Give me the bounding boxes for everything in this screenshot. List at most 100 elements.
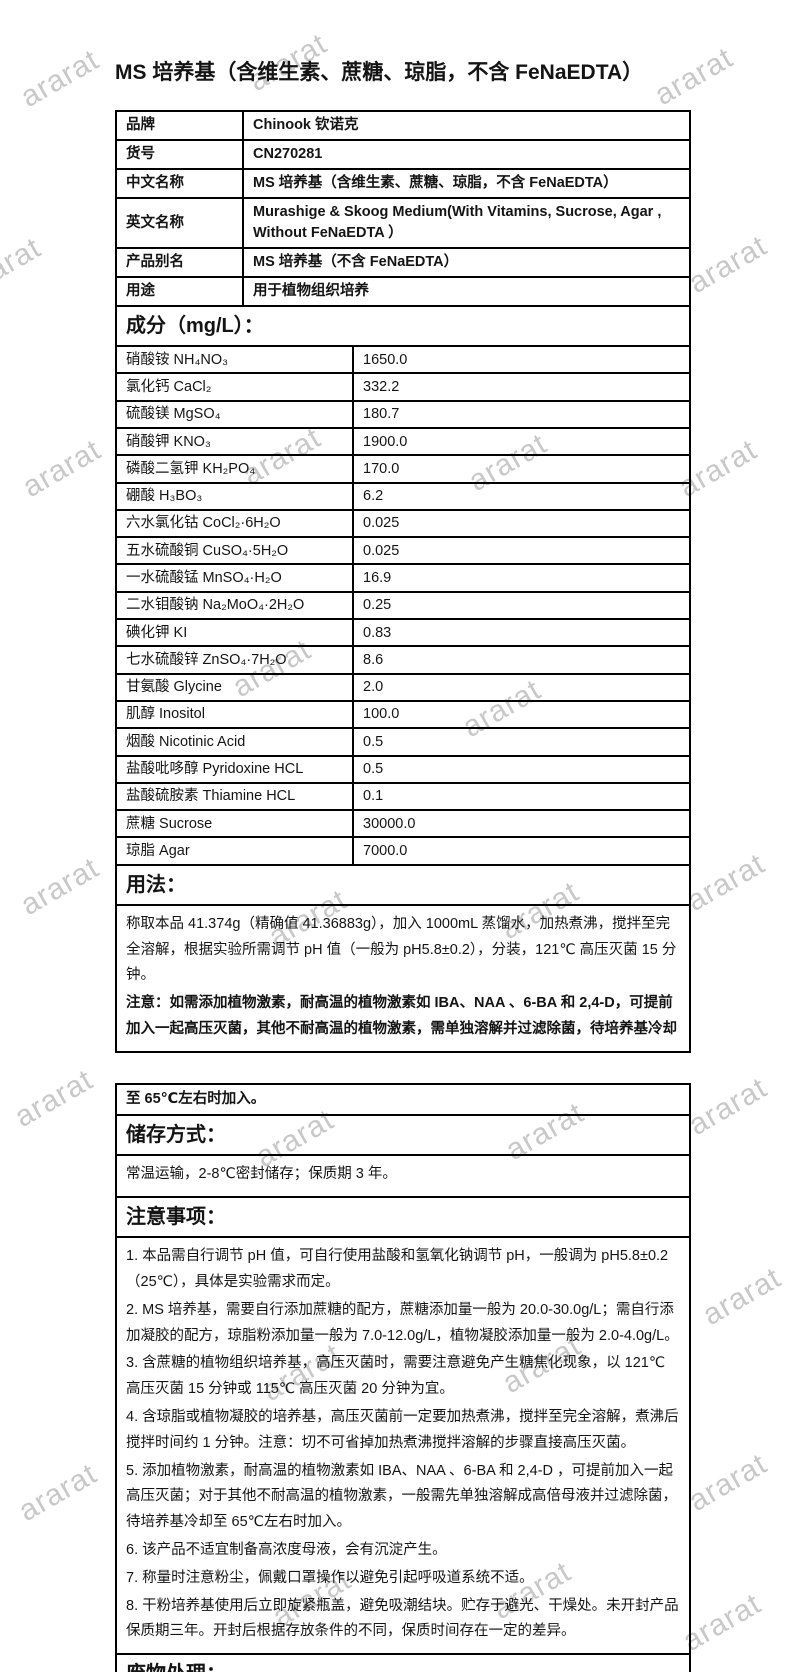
precaution-item: 4. 含琼脂或植物凝胶的培养基，高压灭菌前一定要加热煮沸，搅拌至完全溶解，煮沸后…: [126, 1409, 679, 1451]
component-name: 琼脂 Agar: [115, 836, 354, 866]
table-row: 注意事项：: [115, 1196, 691, 1239]
component-name: 甘氨酸 Glycine: [115, 672, 354, 702]
table-row: 1. 本品需自行调节 pH 值，可自行使用盐酸和氢氧化钠调节 pH，一般调为 p…: [115, 1236, 691, 1656]
watermark-text: ararat: [15, 43, 105, 114]
component-value: 0.25: [352, 590, 691, 621]
component-value: 6.2: [352, 481, 691, 511]
info-value: MS 培养基（不含 FeNaEDTA）: [242, 247, 691, 279]
precaution-item: 3. 含蔗糖的植物组织培养基，高压灭菌时，需要注意避免产生糖焦化现象，以 121…: [126, 1355, 666, 1398]
composition-heading: 成分（mg/L）：: [115, 305, 691, 348]
waste-heading: 废物处理：: [115, 1653, 691, 1672]
usage-body: 称取本品 41.374g（精确值 41.36883g），加入 1000mL 蒸馏…: [115, 903, 691, 1053]
table-row: 肌醇 Inositol 100.0: [115, 699, 691, 730]
storage-cell: 常温运输，2-8℃密封储存；保质期 3 年。: [115, 1154, 691, 1199]
component-name: 六水氯化钴 CoCl₂·6H₂O: [115, 508, 354, 539]
info-value: Murashige & Skoog Medium(With Vitamins, …: [242, 197, 691, 250]
component-value: 180.7: [352, 399, 691, 430]
component-name: 七水硫酸锌 ZnSO₄·7H₂O: [115, 645, 354, 675]
composition-table: 硝酸铵 NH₄NO₃ 1650.0 氯化钙 CaCl₂ 332.2 硫酸镁 Mg…: [115, 345, 691, 866]
usage-note: 注意：如需添加植物激素，耐高温的植物激素如 IBA、NAA 、6-BA 和 2,…: [126, 995, 677, 1037]
watermark-text: ararat: [13, 1457, 103, 1528]
watermark-text: ararat: [681, 847, 771, 918]
precaution-item: 5. 添加植物激素，耐高温的植物激素如 IBA、NAA 、6-BA 和 2,4-…: [126, 1462, 677, 1531]
precaution-item: 8. 干粉培养基使用后立即旋紧瓶盖，避免吸潮结块。贮存于避光、干燥处。未开封产品…: [126, 1597, 679, 1640]
table-row: 七水硫酸锌 ZnSO₄·7H₂O 8.6: [115, 645, 691, 675]
document-content: MS 培养基（含维生素、蔗糖、琼脂，不含 FeNaEDTA） 品牌 Chinoo…: [115, 0, 691, 1672]
info-label: 中文名称: [115, 168, 244, 200]
component-name: 硫酸镁 MgSO₄: [115, 399, 354, 430]
component-value: 0.025: [352, 508, 691, 539]
info-label: 英文名称: [115, 197, 244, 250]
precaution-item: 1. 本品需自行调节 pH 值，可自行使用盐酸和氢氧化钠调节 pH，一般调为 p…: [126, 1248, 669, 1291]
table-row: 氯化钙 CaCl₂ 332.2: [115, 372, 691, 402]
component-name: 硝酸钾 KNO₃: [115, 426, 354, 457]
table-row: 琼脂 Agar 7000.0: [115, 836, 691, 866]
component-name: 蔗糖 Sucrose: [115, 809, 354, 839]
usage-note-continued: 至 65℃左右时加入。: [115, 1082, 691, 1117]
table-row: 中文名称 MS 培养基（含维生素、蔗糖、琼脂，不含 FeNaEDTA）: [115, 168, 691, 200]
component-value: 1650.0: [352, 345, 691, 375]
info-value: 用于植物组织培养: [242, 276, 691, 308]
info-label: 产品别名: [115, 247, 244, 279]
info-value: MS 培养基（含维生素、蔗糖、琼脂，不含 FeNaEDTA）: [242, 168, 691, 200]
table-row: 货号 CN270281: [115, 139, 691, 171]
usage-heading-row: 用法：: [115, 863, 691, 906]
component-name: 一水硫酸锰 MnSO₄·H₂O: [115, 563, 354, 593]
watermark-text: ararat: [683, 1447, 773, 1518]
precaution-item: 2. MS 培养基，需要自行添加蔗糖的配方，蔗糖添加量一般为 20.0-30.0…: [126, 1301, 679, 1344]
table-row: 硝酸钾 KNO₃ 1900.0: [115, 426, 691, 457]
watermark-text: ararat: [683, 1071, 773, 1142]
table-row: 六水氯化钴 CoCl₂·6H₂O 0.025: [115, 508, 691, 539]
table-row: 二水钼酸钠 Na₂MoO₄·2H₂O 0.25: [115, 590, 691, 621]
precautions-cell: 1. 本品需自行调节 pH 值，可自行使用盐酸和氢氧化钠调节 pH，一般调为 p…: [115, 1236, 691, 1656]
table-row: 至 65℃左右时加入。: [115, 1082, 691, 1117]
usage-text: 称取本品 41.374g（精确值 41.36883g），加入 1000mL 蒸馏…: [126, 915, 677, 984]
table-row: 成分（mg/L）：: [115, 305, 691, 348]
table-row: 用途 用于植物组织培养: [115, 276, 691, 308]
table-row: 甘氨酸 Glycine 2.0: [115, 672, 691, 702]
component-name: 二水钼酸钠 Na₂MoO₄·2H₂O: [115, 590, 354, 621]
component-name: 盐酸硫胺素 Thiamine HCL: [115, 781, 354, 812]
precautions-heading: 注意事项：: [115, 1196, 691, 1239]
note-continued-row: 至 65℃左右时加入。: [115, 1082, 691, 1117]
storage-body: 常温运输，2-8℃密封储存；保质期 3 年。: [115, 1154, 691, 1199]
table-row: 五水硫酸铜 CuSO₄·5H₂O 0.025: [115, 536, 691, 566]
component-name: 盐酸吡哆醇 Pyridoxine HCL: [115, 754, 354, 784]
info-value: Chinook 钦诺克: [242, 109, 691, 142]
page-title: MS 培养基（含维生素、蔗糖、琼脂，不含 FeNaEDTA）: [115, 61, 644, 84]
composition-heading-row: 成分（mg/L）：: [115, 305, 691, 348]
component-value: 0.83: [352, 618, 691, 648]
table-row: 硫酸镁 MgSO₄ 180.7: [115, 399, 691, 430]
precautions-heading-row: 注意事项：: [115, 1196, 691, 1239]
component-value: 0.1: [352, 781, 691, 812]
table-row: 烟酸 Nicotinic Acid 0.5: [115, 727, 691, 757]
table-row: 常温运输，2-8℃密封储存；保质期 3 年。: [115, 1154, 691, 1199]
product-info-table: 品牌 Chinook 钦诺克 货号 CN270281 中文名称 MS 培养基（含…: [115, 109, 691, 308]
precaution-item: 7. 称量时注意粉尘，佩戴口罩操作以避免引起呼吸道系统不适。: [126, 1569, 534, 1586]
table-row: 一水硫酸锰 MnSO₄·H₂O 16.9: [115, 563, 691, 593]
table-row: 碘化钾 KI 0.83: [115, 618, 691, 648]
component-name: 烟酸 Nicotinic Acid: [115, 727, 354, 757]
waste-heading-row: 废物处理：: [115, 1653, 691, 1672]
info-label: 货号: [115, 139, 244, 171]
table-row: 硝酸铵 NH₄NO₃ 1650.0: [115, 345, 691, 375]
info-label: 品牌: [115, 109, 244, 142]
watermark-text: ararat: [17, 433, 107, 504]
info-value: CN270281: [242, 139, 691, 171]
table-row: 硼酸 H₃BO₃ 6.2: [115, 481, 691, 511]
info-label: 用途: [115, 276, 244, 308]
component-value: 170.0: [352, 454, 691, 484]
component-name: 五水硫酸铜 CuSO₄·5H₂O: [115, 536, 354, 566]
component-value: 0.5: [352, 727, 691, 757]
component-value: 7000.0: [352, 836, 691, 866]
usage-cell: 称取本品 41.374g（精确值 41.36883g），加入 1000mL 蒸馏…: [115, 903, 691, 1053]
component-name: 磷酸二氢钾 KH₂PO₄: [115, 454, 354, 484]
table-row: 盐酸硫胺素 Thiamine HCL 0.1: [115, 781, 691, 812]
table-row: 蔗糖 Sucrose 30000.0: [115, 809, 691, 839]
watermark-text: ararat: [9, 1063, 99, 1134]
watermark-text: ararat: [697, 1261, 787, 1332]
watermark-text: ararat: [0, 231, 47, 302]
storage-heading-row: 储存方式：: [115, 1114, 691, 1157]
component-value: 1900.0: [352, 426, 691, 457]
table-row: 用法：: [115, 863, 691, 906]
